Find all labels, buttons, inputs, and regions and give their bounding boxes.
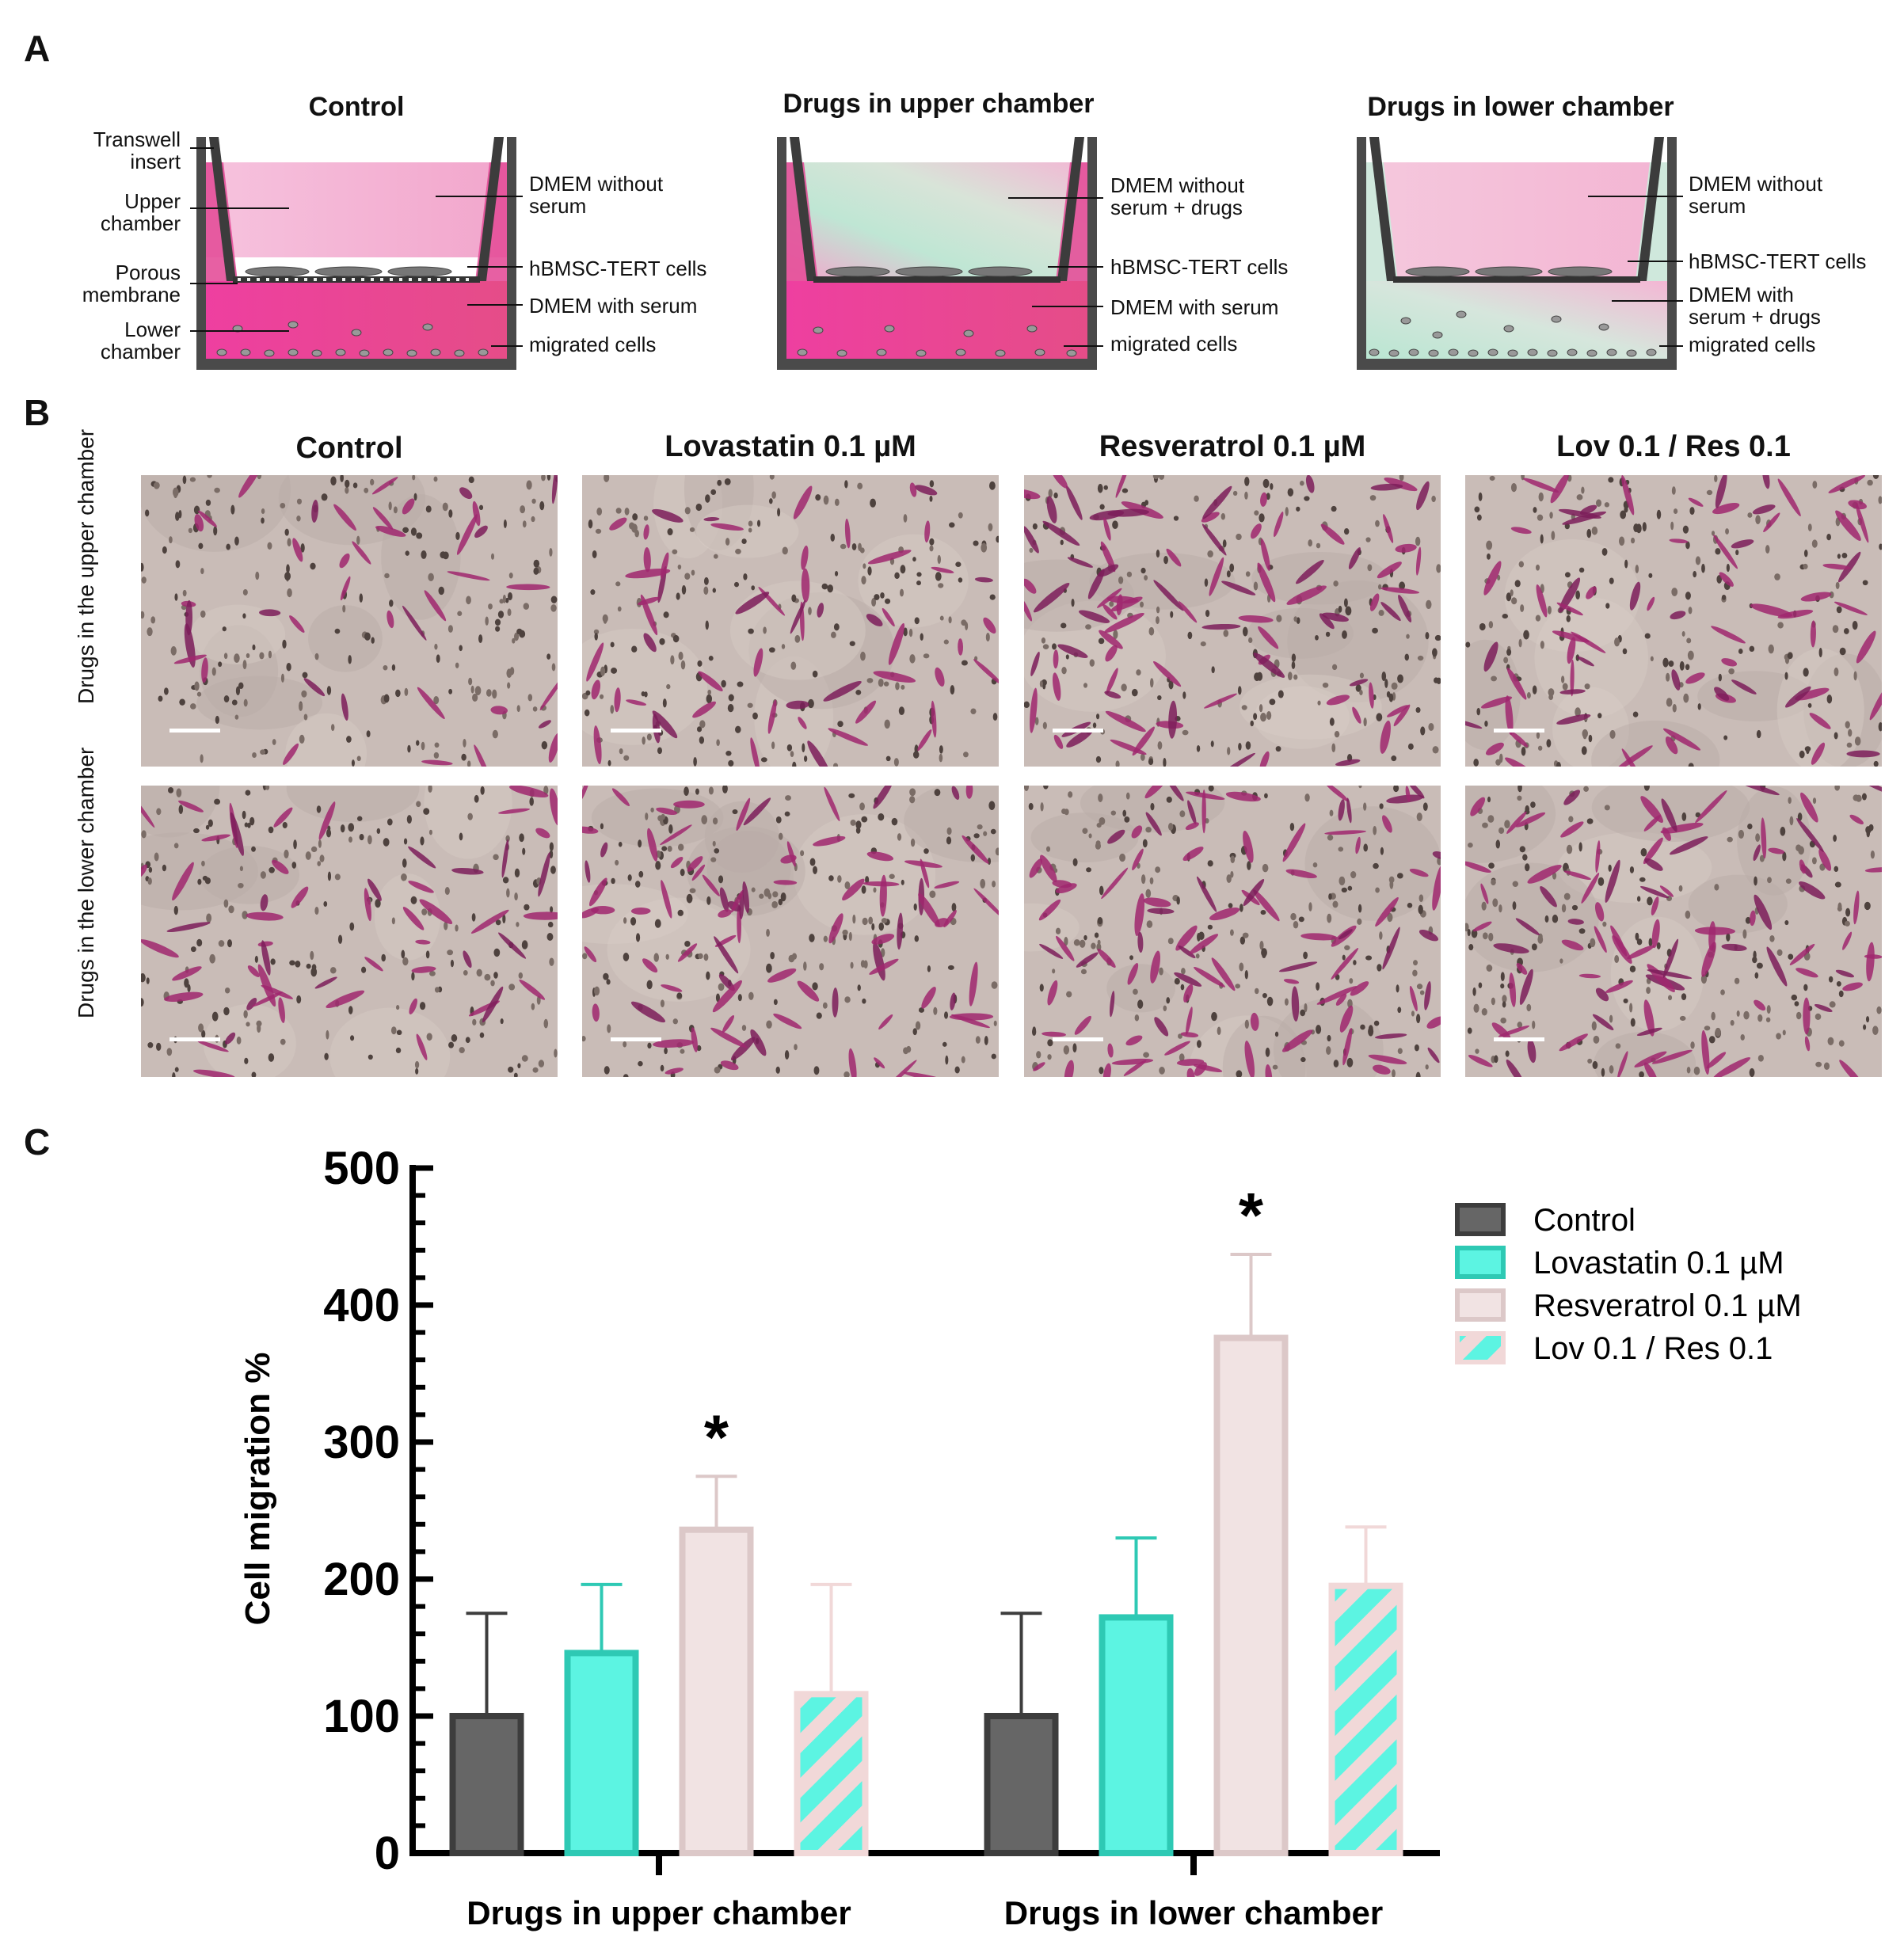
micrograph-lower-resveratrol <box>1024 786 1441 1077</box>
micrograph-upper-resveratrol <box>1024 475 1441 767</box>
legend-label: Lovastatin 0.1 µM <box>1533 1246 1784 1281</box>
schematic-2-diagram <box>777 137 1103 370</box>
schematic-1-label-migrated: migrated cells <box>529 333 657 356</box>
schematic-1-label-lower-medium: DMEM with serum <box>529 294 698 318</box>
hbmsc-cells <box>1405 266 1613 277</box>
schematic-3-title: Drugs in lower chamber <box>1367 92 1674 122</box>
column-title-control: Control <box>295 432 403 465</box>
y-tick-label: 100 <box>323 1691 400 1742</box>
schematic-3-label-migrated: migrated cells <box>1689 333 1816 356</box>
schematic-1-label-cells: hBMSC-TERT cells <box>529 257 707 280</box>
schematic-2-label-migrated: migrated cells <box>1110 332 1238 356</box>
legend-swatch <box>1455 1288 1506 1322</box>
legend-label: Control <box>1533 1203 1636 1238</box>
legend-swatch <box>1455 1246 1506 1279</box>
schematic-1-label-upper: Upper chamber <box>100 189 181 235</box>
scale-bar <box>1494 1037 1544 1041</box>
legend-label: Lov 0.1 / Res 0.1 <box>1533 1331 1773 1366</box>
y-tick-label: 500 <box>323 1143 400 1194</box>
upper-medium <box>204 162 508 257</box>
schematic-2-label-upper-medium: DMEM without serum + drugs <box>1110 173 1245 219</box>
bar-0-1 <box>984 1713 1059 1856</box>
porous-membrane <box>1393 276 1640 283</box>
panel-c-letter: C <box>24 1121 51 1163</box>
column-title-combination: Lov 0.1 / Res 0.1 <box>1556 430 1791 463</box>
hbmsc-cells <box>825 266 1033 277</box>
schematic-1-label-lower: Lower chamber <box>100 318 181 363</box>
x-category-label: Drugs in upper chamber <box>466 1894 851 1931</box>
well-bottom <box>196 359 516 370</box>
schematic-3-diagram <box>1357 137 1683 370</box>
micrograph-upper-lovastatin <box>582 475 999 767</box>
scale-bar <box>1053 1037 1103 1041</box>
schematic-2-title: Drugs in upper chamber <box>783 89 1095 119</box>
micrograph-upper-combination <box>1465 475 1882 767</box>
schematic-3-label-upper-medium: DMEM without serum <box>1689 172 1823 218</box>
significance-mark: * <box>1239 1180 1264 1250</box>
scale-bar <box>169 729 220 733</box>
bar-2-1 <box>1213 1334 1289 1856</box>
scale-bar <box>1494 729 1544 733</box>
lower-medium <box>785 281 1089 360</box>
schematic-2-label-lower-medium: DMEM with serum <box>1110 295 1279 319</box>
y-tick-label: 0 <box>375 1828 400 1879</box>
schematic-2-label-cells: hBMSC-TERT cells <box>1110 255 1289 279</box>
porous-membrane <box>813 276 1061 283</box>
lower-medium <box>1365 281 1669 360</box>
legend-swatch <box>1455 1203 1506 1236</box>
micrograph-lower-combination <box>1465 786 1882 1077</box>
bar-0-0 <box>449 1713 524 1856</box>
column-title-lovastatin: Lovastatin 0.1 µM <box>664 430 916 463</box>
schematic-1-label-insert: Transwell insert <box>93 127 181 173</box>
scale-bar <box>1053 729 1103 733</box>
schematic-1-label-membrane: Porous membrane <box>82 261 181 306</box>
schematic-1-diagram <box>190 137 523 370</box>
legend-swatch <box>1455 1331 1506 1364</box>
panel-a-letter: A <box>24 28 51 69</box>
porous-membrane <box>233 276 480 283</box>
x-category-label: Drugs in lower chamber <box>1004 1894 1383 1931</box>
micrograph-upper-control <box>141 475 558 767</box>
y-tick-label: 400 <box>323 1280 400 1331</box>
well-wall-right <box>507 137 516 368</box>
insert-wall-right <box>477 137 504 281</box>
significance-mark: * <box>704 1402 729 1472</box>
micrograph-lower-lovastatin <box>582 786 999 1077</box>
schematic-1-title: Control <box>308 92 405 122</box>
column-title-resveratrol: Resveratrol 0.1 µM <box>1099 430 1366 463</box>
schematic-3-label-lower-medium: DMEM with serum + drugs <box>1689 283 1821 329</box>
hbmsc-cells <box>245 266 452 277</box>
schematic-3-label-cells: hBMSC-TERT cells <box>1689 249 1867 273</box>
lower-medium <box>204 281 508 360</box>
bar-3-1 <box>1328 1582 1403 1857</box>
bar-3-0 <box>794 1691 869 1857</box>
micrograph-lower-control <box>141 786 558 1077</box>
panel-b-letter: B <box>24 392 51 433</box>
scale-bar <box>611 1037 661 1041</box>
migrated-cells <box>1369 310 1657 357</box>
upper-medium <box>785 162 1089 281</box>
y-axis-title: Cell migration % <box>238 1353 277 1626</box>
bar-1-0 <box>564 1650 639 1856</box>
well-wall-left <box>196 137 206 368</box>
y-tick-label: 300 <box>323 1417 400 1468</box>
bar-1-1 <box>1099 1614 1174 1856</box>
schematic-1-label-upper-medium: DMEM without serum <box>529 172 664 218</box>
upper-medium <box>1365 162 1669 281</box>
migrated-cells <box>797 325 1077 357</box>
legend-label: Resveratrol 0.1 µM <box>1533 1288 1802 1323</box>
y-tick-label: 200 <box>323 1554 400 1605</box>
scale-bar <box>611 729 661 733</box>
bar-2-0 <box>679 1526 754 1856</box>
scale-bar <box>169 1037 220 1041</box>
